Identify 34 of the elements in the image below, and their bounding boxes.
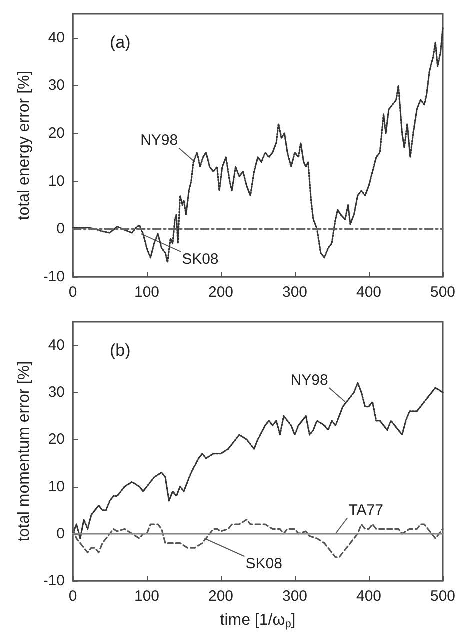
x-tick-label: 100: [134, 284, 160, 301]
x-tick-label: 0: [68, 588, 78, 605]
y-tick-label: 20: [48, 125, 65, 142]
y-tick-label: 40: [48, 337, 65, 354]
annotation: (b): [110, 341, 131, 360]
y-tick-label: 30: [48, 77, 65, 94]
x-tick-label: 500: [430, 284, 456, 301]
y-axis-title: total energy error [%]: [16, 70, 33, 220]
y-tick-label: 30: [48, 384, 65, 402]
x-tick-label: 300: [282, 284, 308, 301]
x-tick-label: 400: [356, 588, 382, 605]
annotation: NY98: [140, 132, 178, 150]
x-tick-label: 400: [356, 284, 382, 301]
x-tick-label: 100: [134, 588, 160, 605]
line-series: [72, 28, 444, 264]
annotation: SK08: [246, 556, 282, 573]
y-tick-label: -10: [43, 268, 65, 286]
x-tick-label: 200: [208, 284, 234, 301]
y-tick-label: 0: [56, 220, 65, 238]
y-tick-label: 20: [48, 431, 65, 448]
annotation: SK08: [182, 250, 219, 268]
y-axis-title: total momentum error [%]: [16, 361, 33, 542]
y-tick-label: 10: [48, 478, 65, 496]
annotation: NY98: [290, 372, 328, 390]
annotation: (a): [110, 33, 131, 52]
x-tick-label: 500: [430, 588, 456, 605]
y-tick-label: -10: [43, 572, 65, 590]
y-tick-label: 0: [56, 525, 65, 542]
x-tick-label: 0: [68, 284, 78, 301]
y-tick-label: 10: [48, 172, 65, 190]
x-tick-label: 200: [208, 588, 234, 605]
y-tick-label: 40: [48, 29, 65, 46]
annotation: TA77: [348, 502, 384, 519]
x-tick-label: 300: [282, 588, 308, 605]
